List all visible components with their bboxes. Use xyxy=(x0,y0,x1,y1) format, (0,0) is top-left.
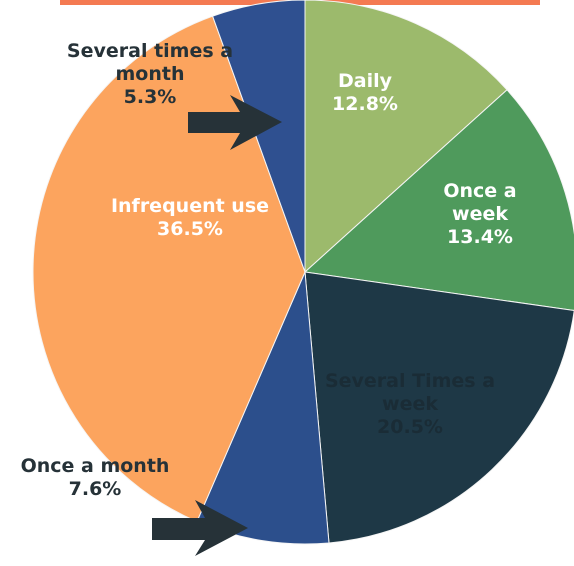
category-name: Once a week xyxy=(443,180,517,225)
pie-slice xyxy=(304,271,574,544)
pie-slice xyxy=(304,0,508,274)
value-label: 13.4% xyxy=(447,226,513,248)
slice-label: Infrequent use 36.5% xyxy=(85,195,295,241)
arrow xyxy=(188,95,282,150)
value-label: 12.8% xyxy=(332,93,398,115)
category-name: Several times a month xyxy=(66,40,234,85)
value-label: 20.5% xyxy=(377,416,443,438)
value-label: 7.6% xyxy=(68,478,122,500)
value-label: 5.3% xyxy=(123,86,177,108)
arrow xyxy=(152,500,248,556)
slice-label: Several Times a week 20.5% xyxy=(300,370,520,439)
category-name: Infrequent use xyxy=(110,195,270,217)
category-name: Several Times a week xyxy=(324,370,496,415)
pie-slice xyxy=(211,0,306,273)
value-label: 36.5% xyxy=(157,218,223,240)
slice-label: Daily 12.8% xyxy=(300,70,430,116)
pie-slice xyxy=(303,89,574,312)
slice-label: Several times a month 5.3% xyxy=(50,40,250,109)
slice-label: Once a week 13.4% xyxy=(415,180,545,249)
slice-label: Once a month 7.6% xyxy=(0,455,190,501)
category-name: Daily xyxy=(337,70,392,92)
category-name: Once a month xyxy=(20,455,170,477)
